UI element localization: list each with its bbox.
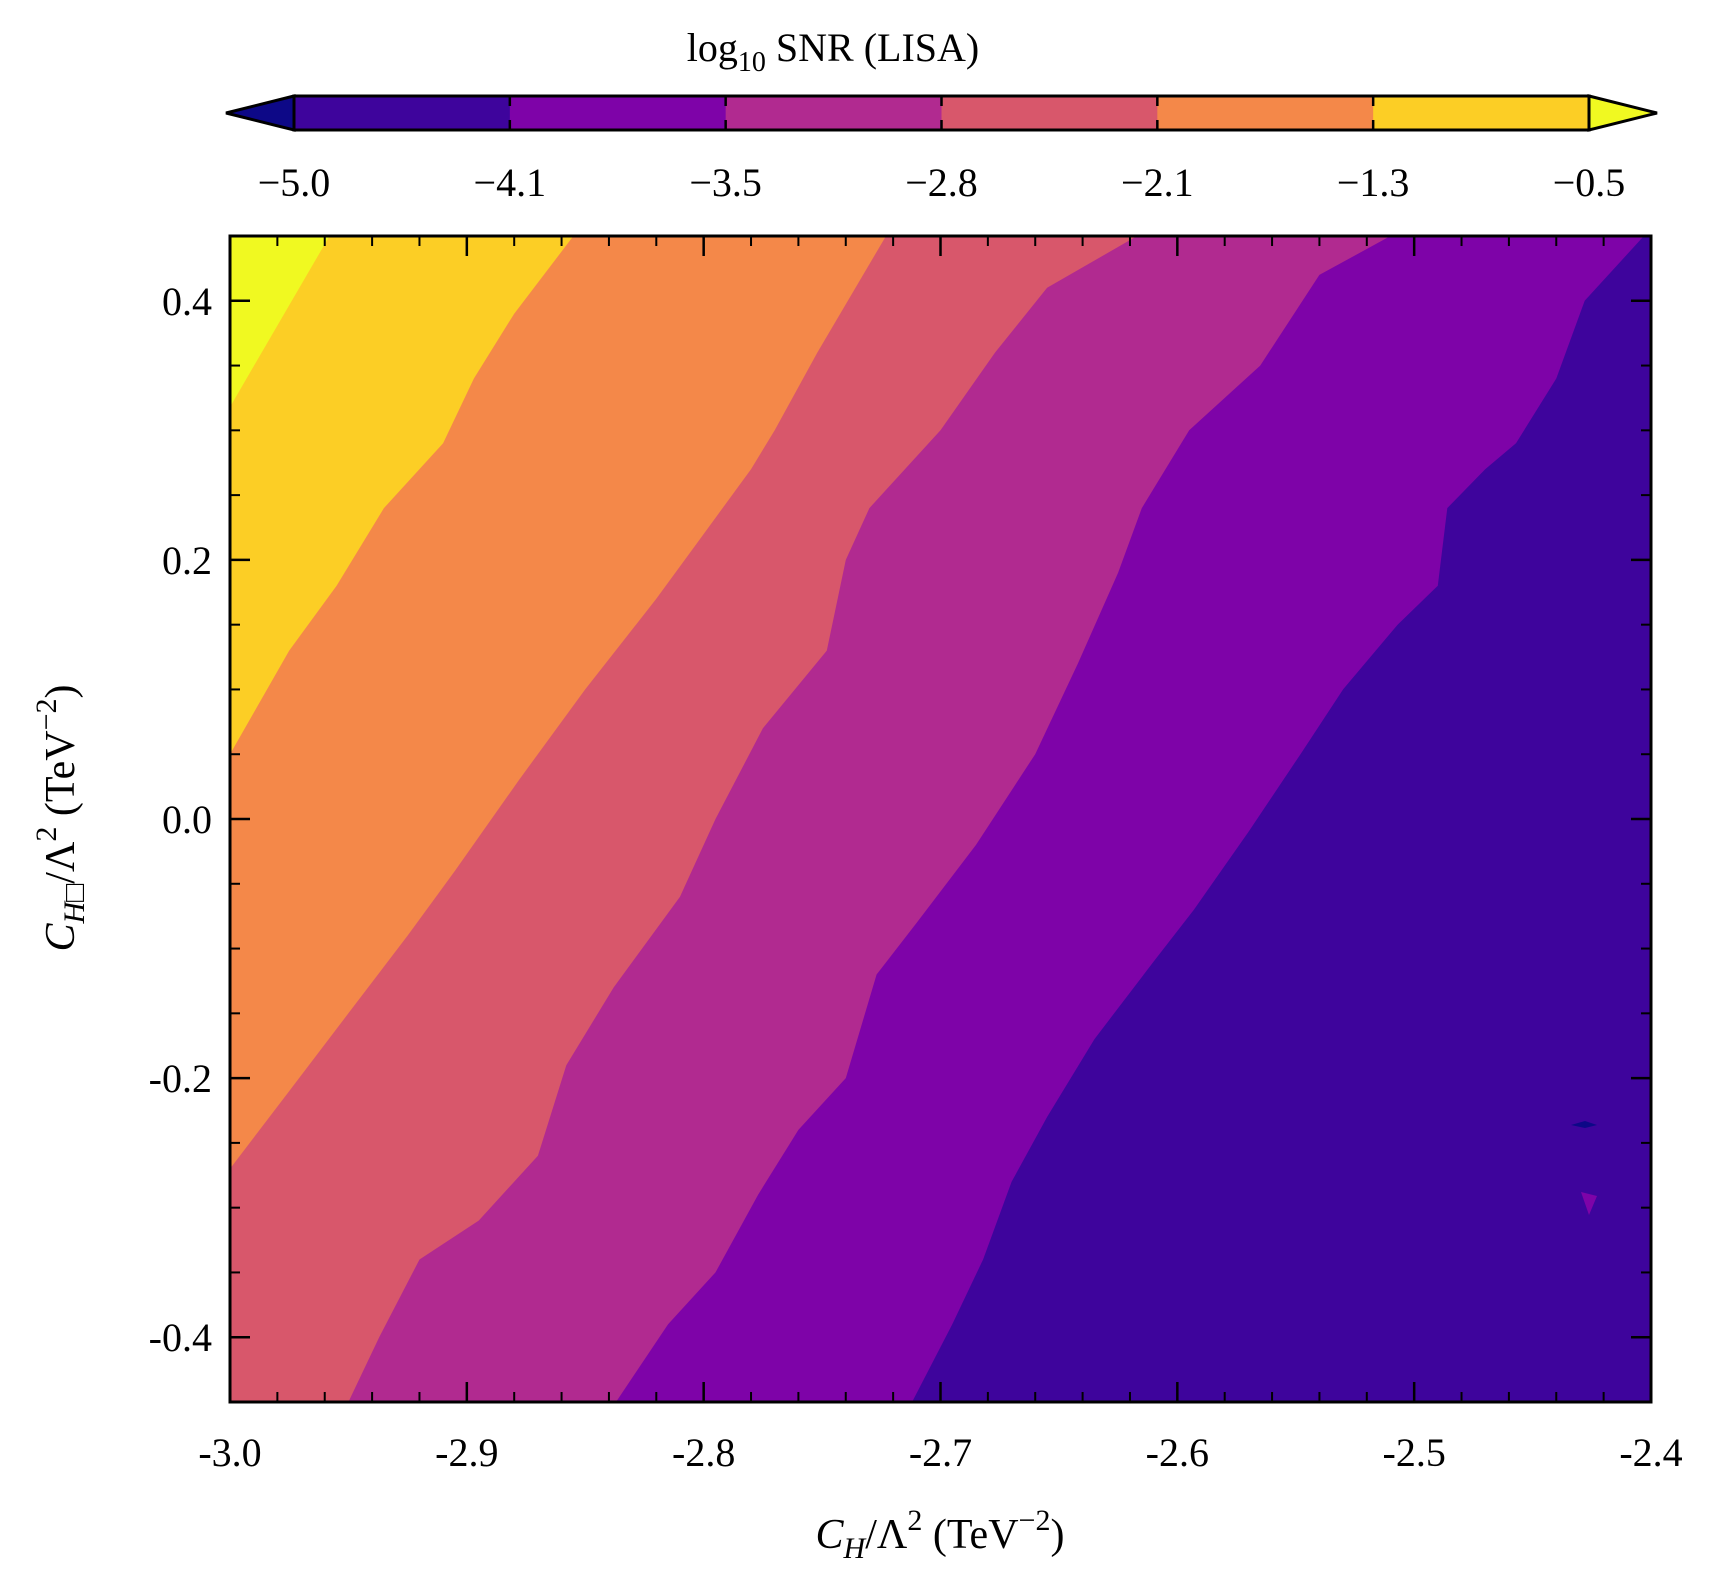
band-level-7 xyxy=(230,236,330,407)
x-tick-label: -2.9 xyxy=(435,1430,498,1475)
colorbar-tick-label: −4.1 xyxy=(474,160,547,205)
colorbar-tick-label: −2.8 xyxy=(905,160,978,205)
x-tick-label: -2.7 xyxy=(909,1430,972,1475)
colorbar-tick-label: −3.5 xyxy=(689,160,762,205)
y-tick-label: -0.2 xyxy=(149,1056,212,1101)
y-tick-label: 0.0 xyxy=(162,797,212,842)
colorbar-extend-high xyxy=(1587,94,1658,132)
colorbar-cell xyxy=(1157,96,1374,130)
colorbar-tick-label: −0.5 xyxy=(1553,160,1626,205)
colorbar-cell xyxy=(509,96,727,130)
colorbar-ticks: −5.0 −4.1 −3.5 −2.8 −2.1 −1.3 −0.5 xyxy=(258,96,1626,205)
x-tick-label: -2.6 xyxy=(1146,1430,1209,1475)
y-tick-label: 0.4 xyxy=(162,279,212,324)
colorbar-cell xyxy=(1373,96,1590,130)
y-axis-label: CH□/Λ2 (TeV−2) xyxy=(30,684,91,951)
colorbar-extend-low xyxy=(225,94,296,132)
contour-bands xyxy=(230,236,1651,1402)
colorbar: log10 SNR (LISA) −5.0 −4.1 −3.5 −2.8 −2.1 −1.… xyxy=(225,25,1658,205)
colorbar-tick-label: −5.0 xyxy=(258,160,331,205)
y-axis-ticks: 0.4 0.2 0.0 -0.2 -0.4 xyxy=(149,235,1651,1403)
x-tick-label: -2.5 xyxy=(1383,1430,1446,1475)
band-level-6 xyxy=(230,236,574,755)
colorbar-label-rest: SNR (LISA) xyxy=(766,25,979,70)
colorbar-cell xyxy=(725,96,942,130)
x-tick-label: -2.4 xyxy=(1619,1430,1682,1475)
y-tick-label: 0.2 xyxy=(162,538,212,583)
contour-artifacts xyxy=(1571,1121,1597,1215)
colorbar-tick-label: −2.1 xyxy=(1121,160,1194,205)
colorbar-label: log10 SNR (LISA) xyxy=(687,25,979,78)
x-axis-label: CH/Λ2 (TeV−2) xyxy=(816,1504,1065,1565)
x-tick-label: -3.0 xyxy=(198,1430,261,1475)
colorbar-label-subscript: 10 xyxy=(738,47,766,78)
colorbar-tick-label: −1.3 xyxy=(1337,160,1410,205)
y-tick-label: -0.4 xyxy=(149,1315,212,1360)
x-axis-ticks: -3.0 -2.9 -2.8 -2.7 -2.6 -2.5 -2.4 xyxy=(198,236,1683,1475)
plot-area: -3.0 -2.9 -2.8 -2.7 -2.6 -2.5 -2.4 0.4 0.2 0.0 -0… xyxy=(149,234,1683,1475)
artifact-purple-triangle xyxy=(1581,1192,1597,1215)
artifact-dark-sliver xyxy=(1571,1121,1597,1128)
colorbar-cell xyxy=(941,96,1158,130)
x-tick-label: -2.8 xyxy=(672,1430,735,1475)
colorbar-cell xyxy=(294,96,511,130)
